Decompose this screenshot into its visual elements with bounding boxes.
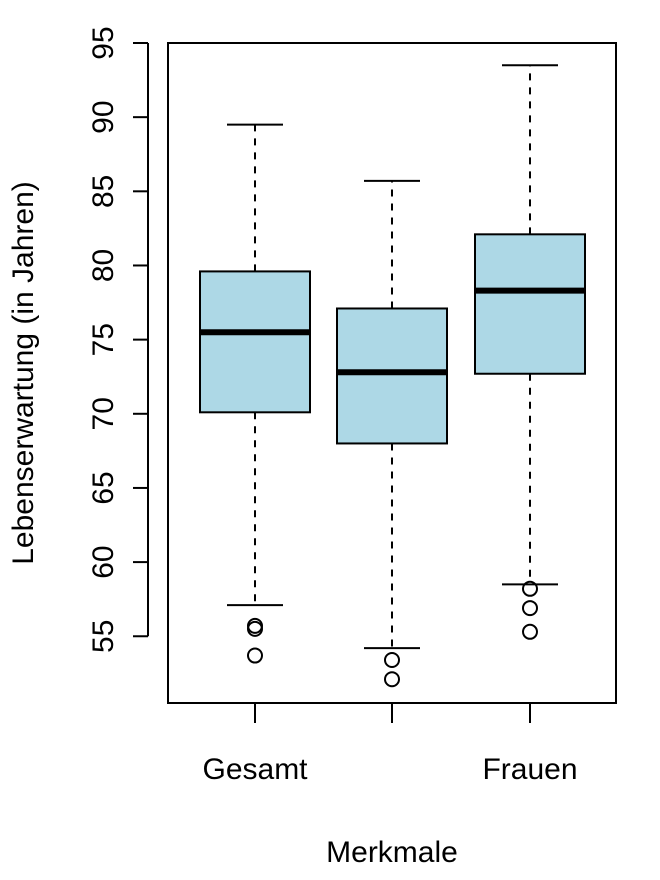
iqr-box xyxy=(336,307,448,445)
outlier-point xyxy=(522,600,538,617)
outlier-point xyxy=(384,651,400,668)
y-tick-label: 55 xyxy=(87,620,120,653)
outlier-point xyxy=(384,671,400,688)
x-axis-label: Merkmale xyxy=(326,836,458,869)
box-3 xyxy=(474,64,586,640)
y-tick-label: 80 xyxy=(87,249,120,282)
y-tick-label: 90 xyxy=(87,100,120,133)
y-axis-label: Lebenserwartung (in Jahren) xyxy=(7,181,40,565)
iqr-box xyxy=(474,233,586,375)
outlier-point xyxy=(522,580,538,597)
y-tick-label: 85 xyxy=(87,175,120,208)
boxes-group xyxy=(199,64,586,688)
y-tick-label: 65 xyxy=(87,471,120,504)
outlier-point xyxy=(522,623,538,640)
box-1 xyxy=(199,123,311,664)
outlier-point xyxy=(247,620,263,637)
iqr-box xyxy=(199,270,311,414)
y-axis: 55 60 65 70 75 80 85 90 95 xyxy=(87,26,149,653)
y-tick-label: 95 xyxy=(87,26,120,59)
x-tick-label: Gesamt xyxy=(202,753,308,786)
y-tick-label: 60 xyxy=(87,545,120,578)
y-tick-label: 70 xyxy=(87,397,120,430)
y-tick-label: 75 xyxy=(87,323,120,356)
outlier-point xyxy=(247,647,263,664)
box-2 xyxy=(336,179,448,688)
x-tick-label: Frauen xyxy=(482,753,577,786)
x-axis: Gesamt Frauen xyxy=(202,702,578,786)
